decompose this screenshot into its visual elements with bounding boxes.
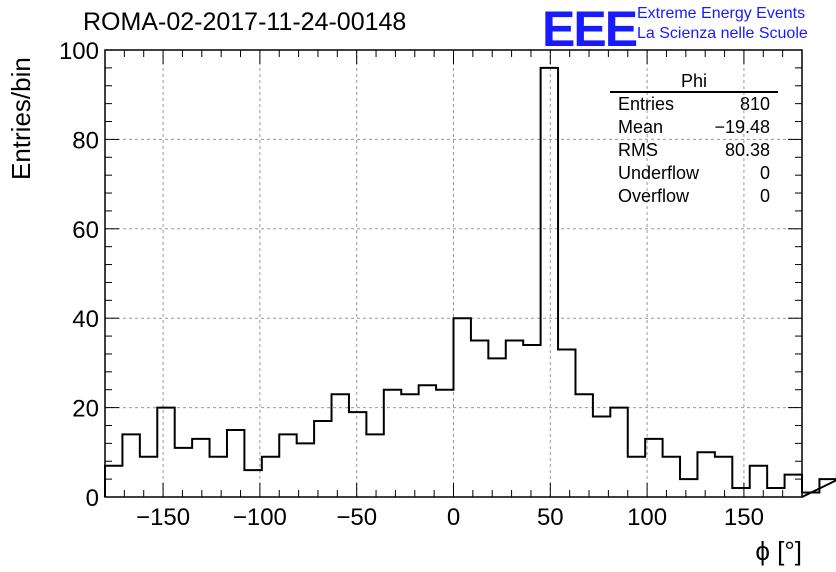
histogram-bin: [384, 390, 401, 497]
stats-row-rms: RMS 80.38: [610, 139, 778, 162]
x-tick-label: 100: [627, 504, 667, 531]
histogram-bin: [593, 417, 610, 497]
histogram-bin: [122, 434, 139, 497]
stats-label: Mean: [618, 117, 664, 137]
stats-row-mean: Mean −19.48: [610, 116, 778, 139]
histogram-bin: [140, 457, 157, 497]
stats-label: RMS: [618, 140, 658, 160]
histogram-bin: [697, 452, 714, 497]
histogram-bin: [210, 457, 227, 497]
stats-row-entries: Entries 810: [610, 93, 778, 116]
stats-label: Entries: [618, 94, 675, 114]
stats-value: 80.38: [724, 140, 770, 160]
stats-value: 0: [759, 163, 770, 183]
histogram-bin: [227, 430, 244, 497]
histogram-bin: [628, 457, 645, 497]
histogram-bin: [401, 394, 418, 497]
histogram-bin: [732, 488, 749, 497]
y-tick-label: 0: [86, 485, 99, 512]
x-tick-label: 50: [537, 504, 564, 531]
histogram-bin: [436, 390, 453, 497]
histogram-bin: [454, 318, 471, 497]
histogram-bin: [349, 412, 366, 497]
logo-line-1: Extreme Energy Events: [637, 5, 806, 22]
histogram-bin: [419, 385, 436, 497]
stats-value: 810: [739, 94, 770, 114]
x-tick-label: −50: [336, 504, 377, 531]
histogram-bin: [471, 341, 488, 497]
histogram-bin: [297, 443, 314, 497]
x-tick-label: 150: [724, 504, 764, 531]
y-tick-label: 100: [59, 38, 99, 65]
histogram-bin: [785, 475, 802, 497]
histogram-bin: [523, 345, 540, 497]
histogram-bin: [366, 434, 383, 497]
x-tick-label: −100: [233, 504, 287, 531]
histogram-bin: [610, 408, 627, 497]
histogram-bin: [575, 394, 592, 497]
histogram-outline: [104, 66, 836, 498]
x-tick-label: 0: [447, 504, 460, 531]
histogram-bin: [680, 479, 697, 497]
x-axis-label: ϕ [°]: [755, 536, 802, 566]
eee-logo: EEE: [542, 1, 638, 57]
histogram-bin: [558, 349, 575, 497]
histogram-bin: [750, 466, 767, 497]
stats-label: Overflow: [618, 186, 690, 206]
histogram-bin: [541, 68, 558, 497]
stats-box: Phi Entries 810 Mean −19.48 RMS 80.38 Un…: [610, 70, 778, 208]
chart-title: ROMA-02-2017-11-24-00148: [83, 8, 407, 36]
histogram-bin: [645, 439, 662, 497]
histogram-bin: [332, 394, 349, 497]
histogram-bin: [157, 408, 174, 497]
histogram-bin: [488, 358, 505, 497]
histogram-bin: [279, 434, 296, 497]
histogram-bin: [715, 457, 732, 497]
stats-title: Phi: [610, 70, 778, 93]
stats-label: Underflow: [618, 163, 700, 183]
y-axis-label: Entries/bin: [6, 57, 36, 180]
histogram-bin: [105, 466, 122, 497]
histogram-bin: [767, 488, 784, 497]
histogram-bin: [175, 448, 192, 497]
logo-line-2: La Scienza nelle Scuole: [637, 25, 808, 42]
y-tick-label: 80: [72, 127, 99, 154]
histogram-bin: [314, 421, 331, 497]
x-tick-label: −150: [136, 504, 190, 531]
histogram-bin: [663, 457, 680, 497]
y-tick-label: 60: [72, 217, 99, 244]
stats-value: 0: [759, 186, 770, 206]
histogram-bin: [244, 470, 261, 497]
histogram-bin: [192, 439, 209, 497]
stats-value: −19.48: [714, 117, 770, 137]
histogram-bin: [506, 341, 523, 497]
stats-row-overflow: Overflow 0: [610, 185, 778, 208]
histogram-bin: [262, 457, 279, 497]
y-tick-label: 20: [72, 396, 99, 423]
stats-row-underflow: Underflow 0: [610, 162, 778, 185]
y-tick-label: 40: [72, 306, 99, 333]
